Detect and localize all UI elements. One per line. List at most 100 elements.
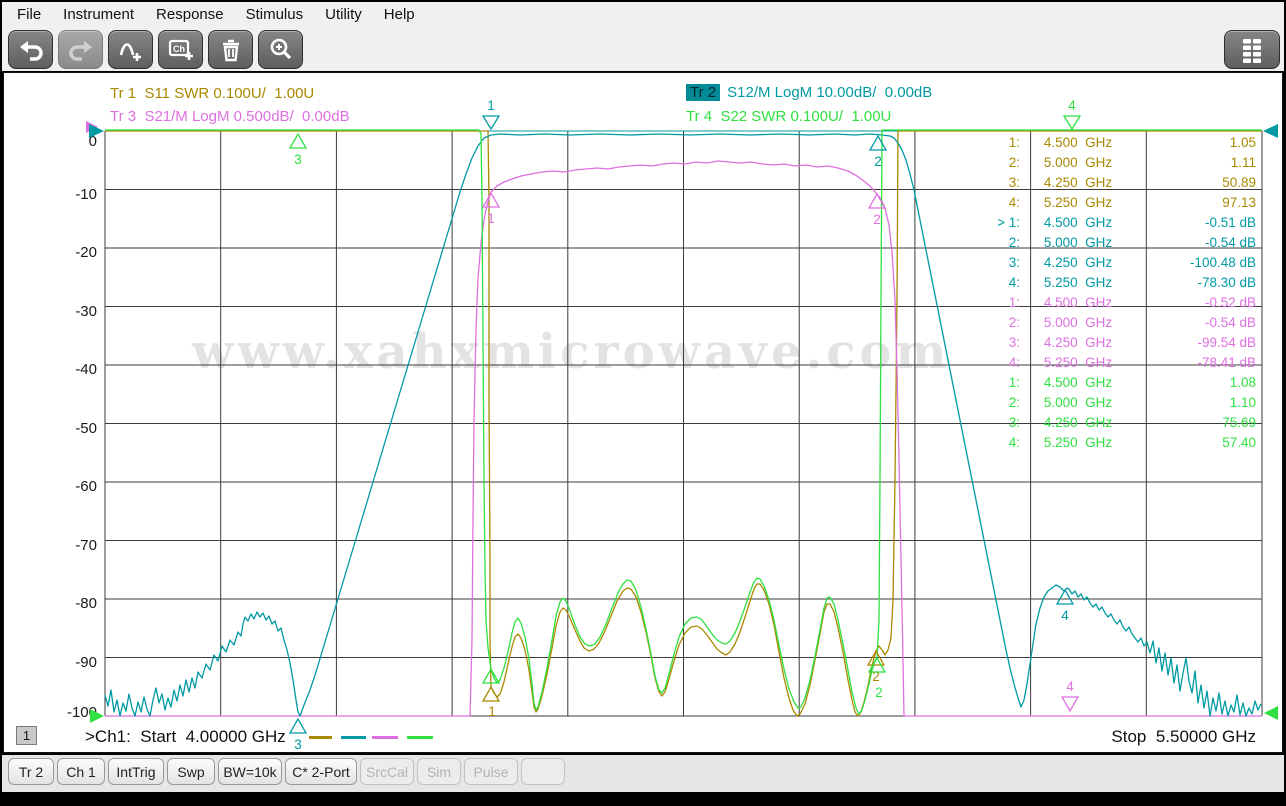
marker-row: 2: 5.000 GHz -0.54 dB bbox=[986, 233, 1258, 253]
marker-value: 1.08 bbox=[1229, 375, 1256, 390]
statusbar-channel[interactable]: Ch 1 bbox=[57, 758, 105, 785]
marker-num: 1: bbox=[1008, 295, 1020, 310]
marker-freq: 5.000 GHz bbox=[1043, 235, 1113, 250]
marker-row: 3: 4.250 GHz -99.54 dB bbox=[986, 333, 1258, 353]
legend-dash-tr3 bbox=[372, 736, 398, 739]
marker-row: 3: 4.250 GHz 75.69 bbox=[986, 413, 1258, 433]
marker-row: 1: 4.500 GHz 1.05 bbox=[986, 133, 1258, 153]
marker-row: 4: 5.250 GHz -78.41 dB bbox=[986, 353, 1258, 373]
marker-row: 4: 5.250 GHz -78.30 dB bbox=[986, 273, 1258, 293]
statusbar-trigger[interactable]: IntTrig bbox=[108, 758, 164, 785]
marker-value: -0.54 dB bbox=[1204, 235, 1256, 250]
marker-value: -100.48 dB bbox=[1189, 255, 1256, 270]
marker-row: 3: 4.250 GHz -100.48 dB bbox=[986, 253, 1258, 273]
marker-freq: 5.000 GHz bbox=[1043, 315, 1113, 330]
statusbar-trace[interactable]: Tr 2 bbox=[8, 758, 54, 785]
delete-button[interactable] bbox=[208, 30, 253, 69]
add-channel-icon: Ch bbox=[167, 37, 195, 63]
svg-text:Ch: Ch bbox=[173, 44, 185, 54]
marker-freq: 5.000 GHz bbox=[1043, 155, 1113, 170]
marker-value: 1.10 bbox=[1229, 395, 1256, 410]
marker-freq: 5.250 GHz bbox=[1043, 275, 1113, 290]
marker-freq: 4.500 GHz bbox=[1043, 215, 1113, 230]
marker-num: 3: bbox=[1008, 175, 1020, 190]
statusbar-srccal: SrcCal bbox=[360, 758, 414, 785]
marker-value: 1.11 bbox=[1230, 155, 1256, 170]
marker-freq: 4.500 GHz bbox=[1043, 295, 1113, 310]
add-trace-icon bbox=[118, 37, 144, 63]
marker-freq: 4.250 GHz bbox=[1043, 255, 1113, 270]
trash-icon bbox=[219, 37, 243, 63]
legend-dash-tr4 bbox=[407, 736, 433, 739]
marker-row: 2: 5.000 GHz 1.11 bbox=[986, 153, 1258, 173]
watermark: www.xahxmicrowave.com bbox=[192, 324, 951, 380]
menu-help[interactable]: Help bbox=[383, 6, 415, 23]
marker-freq: 4.500 GHz bbox=[1043, 375, 1113, 390]
sweep-start-label[interactable]: >Ch1: Start 4.00000 GHz bbox=[85, 727, 286, 746]
marker-value: -78.41 dB bbox=[1197, 355, 1256, 370]
marker-num: 4: bbox=[1008, 275, 1020, 290]
statusbar-sweep[interactable]: Swp bbox=[167, 758, 215, 785]
marker-num: 2: bbox=[1008, 235, 1020, 250]
redo-button bbox=[58, 30, 103, 69]
marker-freq: 5.000 GHz bbox=[1043, 395, 1113, 410]
marker-row: 3: 4.250 GHz 50.89 bbox=[986, 173, 1258, 193]
menu-instrument[interactable]: Instrument bbox=[63, 6, 135, 23]
active-trace-chip[interactable]: Tr 2 bbox=[686, 84, 721, 101]
marker-value: 50.89 bbox=[1222, 175, 1256, 190]
marker-row: 4: 5.250 GHz 97.13 bbox=[986, 193, 1258, 213]
marker-value: -0.51 dB bbox=[1204, 215, 1256, 230]
menu-utility[interactable]: Utility bbox=[325, 6, 362, 23]
marker-num: 3: bbox=[1008, 335, 1020, 350]
keypad-icon bbox=[1239, 36, 1265, 64]
trace-label-tr3[interactable]: Tr 3 S21/M LogM 0.500dB/ 0.00dB bbox=[110, 108, 350, 125]
legend-dash-tr2 bbox=[341, 736, 366, 739]
marker-num: 1: bbox=[1008, 135, 1020, 150]
menu-stimulus[interactable]: Stimulus bbox=[245, 6, 304, 23]
undo-button[interactable] bbox=[8, 30, 53, 69]
channel-indicator[interactable]: 1 bbox=[16, 726, 37, 745]
legend-dash-tr1 bbox=[309, 736, 332, 739]
marker-num: 4: bbox=[1008, 355, 1020, 370]
marker-value: 97.13 bbox=[1222, 195, 1256, 210]
menu-response[interactable]: Response bbox=[156, 6, 224, 23]
marker-freq: 4.250 GHz bbox=[1043, 335, 1113, 350]
trace-label-tr2[interactable]: S12/M LogM 10.00dB/ 0.00dB bbox=[727, 84, 933, 101]
keypad-panel-button[interactable] bbox=[1224, 30, 1280, 69]
undo-icon bbox=[18, 38, 44, 62]
add-trace-button[interactable] bbox=[108, 30, 153, 69]
menu-file[interactable]: File bbox=[17, 6, 42, 23]
marker-freq: 4.250 GHz bbox=[1043, 415, 1113, 430]
statusbar-bandwidth[interactable]: BW=10k bbox=[218, 758, 282, 785]
statusbar-empty bbox=[521, 758, 565, 785]
trace-label-tr4[interactable]: Tr 4 S22 SWR 0.100U/ 1.00U bbox=[686, 108, 892, 125]
marker-freq: 4.250 GHz bbox=[1043, 175, 1113, 190]
statusbar-sim: Sim bbox=[417, 758, 461, 785]
marker-row: 2: 5.000 GHz 1.10 bbox=[986, 393, 1258, 413]
statusbar-pulse: Pulse bbox=[464, 758, 518, 785]
menu-bar: File Instrument Response Stimulus Utilit… bbox=[2, 2, 1284, 27]
add-channel-button[interactable]: Ch bbox=[158, 30, 203, 69]
marker-value: 75.69 bbox=[1222, 415, 1256, 430]
zoom-in-icon bbox=[268, 37, 294, 63]
marker-value: -0.52 dB bbox=[1204, 295, 1256, 310]
sweep-stop-label[interactable]: Stop 5.50000 GHz bbox=[1111, 727, 1256, 746]
marker-num: 1: bbox=[1008, 375, 1020, 390]
trace-label-tr1[interactable]: Tr 1 S11 SWR 0.100U/ 1.00U bbox=[110, 85, 315, 102]
redo-icon bbox=[68, 38, 94, 62]
marker-value: 1.05 bbox=[1229, 135, 1256, 150]
marker-freq: 5.250 GHz bbox=[1043, 355, 1113, 370]
marker-num: 4: bbox=[1008, 435, 1020, 450]
marker-row: 1: 4.500 GHz 1.08 bbox=[986, 373, 1258, 393]
marker-row: 1: 4.500 GHz -0.52 dB bbox=[986, 293, 1258, 313]
trace-label-tr2-row: Tr 2 S12/M LogM 10.00dB/ 0.00dB bbox=[686, 84, 932, 101]
marker-row: 2: 5.000 GHz -0.54 dB bbox=[986, 313, 1258, 333]
status-bar: Tr 2 Ch 1 IntTrig Swp BW=10k C* 2-Port S… bbox=[2, 755, 1284, 792]
marker-num: 4: bbox=[1008, 195, 1020, 210]
marker-row-active: > 1: 4.500 GHz -0.51 dB bbox=[986, 213, 1258, 233]
marker-readout-table: 1: 4.500 GHz 1.05 2: 5.000 GHz 1.11 3: 4.250 … bbox=[986, 133, 1258, 453]
zoom-button[interactable] bbox=[258, 30, 303, 69]
statusbar-calibration[interactable]: C* 2-Port bbox=[285, 758, 357, 785]
marker-num: 2: bbox=[1008, 155, 1020, 170]
